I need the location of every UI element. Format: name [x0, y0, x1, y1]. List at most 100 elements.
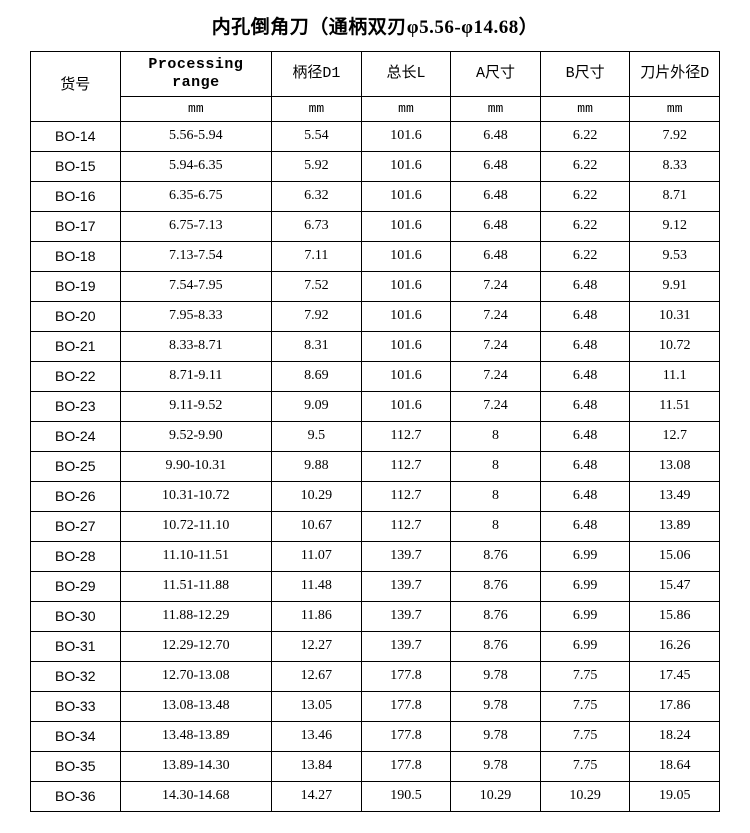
cell-b: 6.99	[540, 541, 630, 571]
unit-d1: mm	[272, 97, 362, 122]
cell-a: 8	[451, 481, 541, 511]
table-row: BO-259.90-10.319.88112.786.4813.08	[31, 451, 720, 481]
cell-length: 112.7	[361, 451, 451, 481]
cell-a: 7.24	[451, 361, 541, 391]
cell-d1: 9.5	[272, 421, 362, 451]
cell-range: 5.56-5.94	[120, 121, 272, 151]
cell-range: 13.08-13.48	[120, 691, 272, 721]
table-row: BO-187.13-7.547.11101.66.486.229.53	[31, 241, 720, 271]
table-row: BO-166.35-6.756.32101.66.486.228.71	[31, 181, 720, 211]
header-d1: 柄径D1	[272, 52, 362, 97]
cell-d1: 6.73	[272, 211, 362, 241]
cell-b: 6.48	[540, 271, 630, 301]
cell-range: 7.54-7.95	[120, 271, 272, 301]
table-row: BO-2811.10-11.5111.07139.78.766.9915.06	[31, 541, 720, 571]
cell-a: 9.78	[451, 721, 541, 751]
cell-length: 112.7	[361, 511, 451, 541]
cell-a: 6.48	[451, 121, 541, 151]
cell-a: 9.78	[451, 751, 541, 781]
cell-code: BO-16	[31, 181, 121, 211]
unit-b: mm	[540, 97, 630, 122]
cell-a: 8	[451, 511, 541, 541]
cell-range: 5.94-6.35	[120, 151, 272, 181]
cell-a: 7.24	[451, 331, 541, 361]
cell-b: 6.22	[540, 181, 630, 211]
cell-a: 6.48	[451, 241, 541, 271]
table-row: BO-197.54-7.957.52101.67.246.489.91	[31, 271, 720, 301]
cell-length: 190.5	[361, 781, 451, 811]
cell-d1: 5.54	[272, 121, 362, 151]
cell-d1: 11.07	[272, 541, 362, 571]
cell-d: 18.24	[630, 721, 720, 751]
cell-a: 8	[451, 421, 541, 451]
cell-b: 6.22	[540, 121, 630, 151]
table-row: BO-207.95-8.337.92101.67.246.4810.31	[31, 301, 720, 331]
cell-a: 7.24	[451, 271, 541, 301]
cell-d1: 11.86	[272, 601, 362, 631]
cell-d1: 12.67	[272, 661, 362, 691]
cell-d1: 13.05	[272, 691, 362, 721]
cell-d1: 10.29	[272, 481, 362, 511]
cell-d1: 9.09	[272, 391, 362, 421]
cell-d: 15.86	[630, 601, 720, 631]
cell-length: 112.7	[361, 421, 451, 451]
cell-code: BO-14	[31, 121, 121, 151]
table-row: BO-3513.89-14.3013.84177.89.787.7518.64	[31, 751, 720, 781]
cell-range: 6.35-6.75	[120, 181, 272, 211]
cell-code: BO-25	[31, 451, 121, 481]
cell-a: 6.48	[451, 211, 541, 241]
cell-d: 8.33	[630, 151, 720, 181]
cell-a: 8.76	[451, 601, 541, 631]
cell-code: BO-30	[31, 601, 121, 631]
cell-a: 8.76	[451, 631, 541, 661]
cell-d: 9.12	[630, 211, 720, 241]
cell-length: 139.7	[361, 541, 451, 571]
cell-code: BO-33	[31, 691, 121, 721]
cell-b: 6.99	[540, 631, 630, 661]
cell-d: 15.06	[630, 541, 720, 571]
cell-code: BO-18	[31, 241, 121, 271]
cell-code: BO-22	[31, 361, 121, 391]
cell-b: 6.48	[540, 511, 630, 541]
cell-length: 139.7	[361, 571, 451, 601]
cell-d1: 8.69	[272, 361, 362, 391]
cell-code: BO-28	[31, 541, 121, 571]
header-b: B尺寸	[540, 52, 630, 97]
cell-d: 15.47	[630, 571, 720, 601]
cell-a: 6.48	[451, 181, 541, 211]
cell-range: 8.33-8.71	[120, 331, 272, 361]
cell-code: BO-36	[31, 781, 121, 811]
cell-length: 101.6	[361, 361, 451, 391]
cell-a: 7.24	[451, 391, 541, 421]
header-blade: 刀片外径D	[630, 52, 720, 97]
cell-d: 9.91	[630, 271, 720, 301]
unit-a: mm	[451, 97, 541, 122]
table-row: BO-239.11-9.529.09101.67.246.4811.51	[31, 391, 720, 421]
header-range: Processing range	[120, 52, 272, 97]
cell-d: 13.89	[630, 511, 720, 541]
cell-range: 7.13-7.54	[120, 241, 272, 271]
table-row: BO-3011.88-12.2911.86139.78.766.9915.86	[31, 601, 720, 631]
cell-b: 7.75	[540, 721, 630, 751]
cell-b: 6.48	[540, 301, 630, 331]
cell-range: 8.71-9.11	[120, 361, 272, 391]
cell-d: 17.86	[630, 691, 720, 721]
cell-code: BO-31	[31, 631, 121, 661]
cell-range: 12.70-13.08	[120, 661, 272, 691]
cell-range: 7.95-8.33	[120, 301, 272, 331]
cell-length: 177.8	[361, 721, 451, 751]
cell-b: 6.48	[540, 361, 630, 391]
cell-length: 101.6	[361, 151, 451, 181]
header-a: A尺寸	[451, 52, 541, 97]
table-row: BO-176.75-7.136.73101.66.486.229.12	[31, 211, 720, 241]
cell-a: 8.76	[451, 571, 541, 601]
cell-length: 101.6	[361, 331, 451, 361]
cell-d: 10.72	[630, 331, 720, 361]
cell-code: BO-34	[31, 721, 121, 751]
table-row: BO-3212.70-13.0812.67177.89.787.7517.45	[31, 661, 720, 691]
table-row: BO-249.52-9.909.5112.786.4812.7	[31, 421, 720, 451]
cell-length: 139.7	[361, 601, 451, 631]
cell-length: 177.8	[361, 751, 451, 781]
cell-d: 7.92	[630, 121, 720, 151]
cell-range: 10.72-11.10	[120, 511, 272, 541]
